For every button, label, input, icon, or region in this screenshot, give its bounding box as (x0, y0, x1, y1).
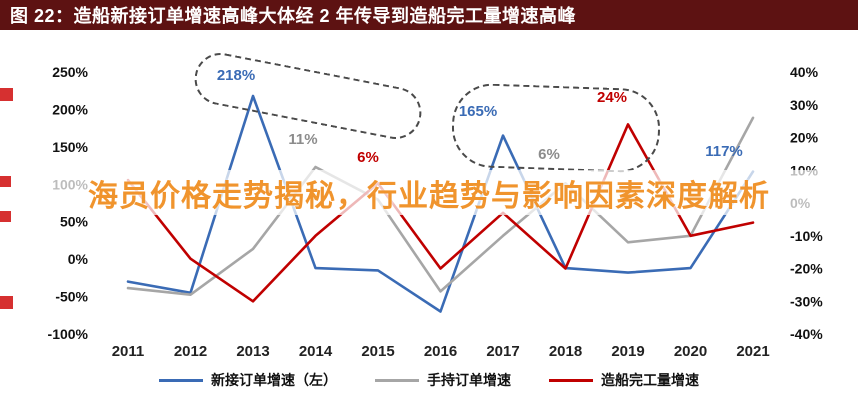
legend-item-completions: 造船完工量增速 (549, 370, 699, 390)
svg-text:2015: 2015 (361, 343, 394, 360)
svg-text:0%: 0% (68, 251, 89, 267)
svg-text:2021: 2021 (736, 343, 769, 360)
svg-text:2019: 2019 (611, 343, 644, 360)
svg-text:-30%: -30% (790, 293, 823, 309)
legend-line-red (549, 378, 593, 382)
legend-item-backlog: 手持订单增速 (375, 370, 511, 390)
svg-text:20%: 20% (790, 130, 819, 146)
svg-text:-50%: -50% (55, 289, 88, 305)
svg-text:-40%: -40% (790, 326, 823, 342)
svg-text:2017: 2017 (486, 343, 519, 360)
svg-text:150%: 150% (52, 139, 88, 155)
legend-label-completions: 造船完工量增速 (601, 372, 699, 388)
svg-text:2020: 2020 (674, 343, 707, 360)
decor-red-square-2 (0, 176, 11, 187)
legend-line-blue (159, 378, 203, 382)
svg-text:2012: 2012 (174, 343, 207, 360)
legend: 新接订单增速（左） 手持订单增速 造船完工量增速 (0, 370, 858, 390)
svg-text:2011: 2011 (112, 343, 145, 360)
svg-text:11%: 11% (288, 131, 317, 148)
svg-text:250%: 250% (52, 64, 88, 80)
legend-label-backlog: 手持订单增速 (427, 372, 511, 388)
figure-title-bar: 图 22：造船新接订单增速高峰大体经 2 年传导到造船完工量增速高峰 (0, 0, 858, 30)
svg-text:2014: 2014 (299, 343, 333, 360)
svg-text:200%: 200% (52, 101, 88, 117)
svg-text:-100%: -100% (48, 326, 89, 342)
svg-text:24%: 24% (597, 89, 627, 106)
svg-text:-10%: -10% (790, 228, 823, 244)
decor-red-square-1 (0, 88, 13, 101)
svg-text:30%: 30% (790, 97, 819, 113)
svg-text:2018: 2018 (549, 343, 582, 360)
svg-text:40%: 40% (790, 64, 819, 80)
legend-item-new-orders: 新接订单增速（左） (159, 370, 337, 390)
svg-text:6%: 6% (538, 146, 560, 163)
svg-text:50%: 50% (60, 214, 89, 230)
svg-text:6%: 6% (357, 149, 379, 166)
watermark-overlay: 海员价格走势揭秘，行业趋势与影响因素深度解析 (0, 170, 858, 215)
decor-red-square-3 (0, 211, 11, 222)
legend-line-gray (375, 378, 419, 382)
decor-red-square-4 (0, 296, 13, 309)
svg-text:218%: 218% (217, 67, 255, 84)
svg-text:2016: 2016 (424, 343, 457, 360)
svg-text:165%: 165% (459, 103, 497, 120)
svg-text:2013: 2013 (236, 343, 269, 360)
svg-text:-20%: -20% (790, 261, 823, 277)
watermark-text: 海员价格走势揭秘，行业趋势与影响因素深度解析 (88, 179, 770, 213)
legend-label-new-orders: 新接订单增速（左） (211, 372, 337, 388)
dashed-highlight-2017-2019-peak (450, 82, 662, 174)
svg-text:117%: 117% (705, 143, 743, 160)
figure-title: 图 22：造船新接订单增速高峰大体经 2 年传导到造船完工量增速高峰 (10, 6, 577, 26)
